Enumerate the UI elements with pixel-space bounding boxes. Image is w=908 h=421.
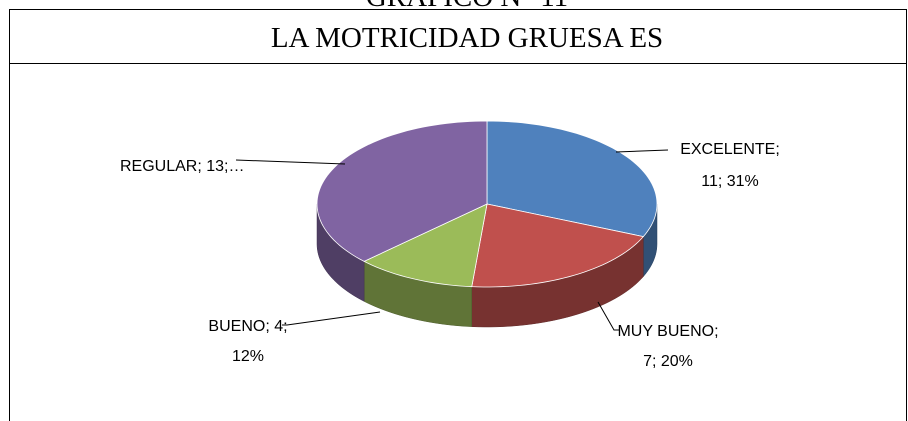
data-label: REGULAR; 13;… <box>120 158 244 175</box>
data-label: BUENO; 4; <box>208 318 287 335</box>
data-label: EXCELENTE; <box>680 141 780 158</box>
title-box <box>9 9 907 64</box>
pie <box>316 120 658 328</box>
slice <box>486 120 658 238</box>
leader-line <box>615 149 669 153</box>
slice <box>316 120 488 262</box>
leader-line <box>235 159 346 165</box>
slice <box>363 203 488 288</box>
data-label: 7; 20% <box>643 353 693 370</box>
data-label: 12% <box>232 348 264 365</box>
data-label: 11; 31% <box>701 173 759 190</box>
leader-line <box>282 311 381 326</box>
slice <box>471 203 645 288</box>
chart-title: LA MOTRICIDAD GRUESA ES <box>271 22 663 54</box>
leader-line <box>597 301 620 331</box>
labels: EXCELENTE; 11; 31% MUY BUENO; 7; 20% BUENO; … <box>120 141 780 370</box>
data-label: MUY BUENO; <box>617 323 718 340</box>
